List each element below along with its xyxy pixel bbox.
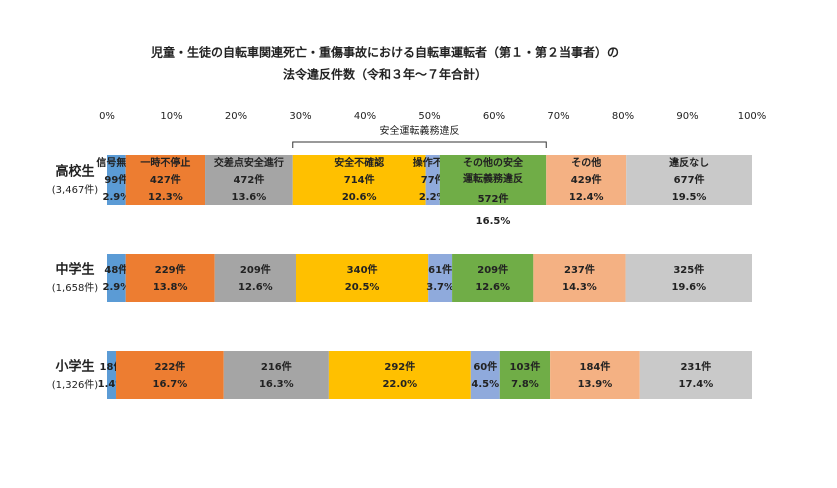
count-label: 429件	[571, 173, 602, 186]
bar-segment	[428, 254, 453, 302]
count-label: 77件	[421, 173, 445, 186]
x-tick-label: 70%	[547, 111, 569, 122]
value-label: 14.3%	[562, 282, 597, 293]
count-label: 714件	[344, 173, 375, 186]
value-label: 12.6%	[238, 282, 273, 293]
x-tick-label: 30%	[289, 111, 311, 122]
category-label: 中学生	[55, 262, 94, 278]
value-label: 4.5%	[471, 379, 499, 390]
chart-title: 児童・生徒の自転車関連死亡・重傷事故における自転車運転者（第１・第２当事者）の	[150, 45, 619, 60]
bar-segment	[125, 254, 215, 302]
count-label: 325件	[673, 263, 704, 276]
bar-segment	[533, 254, 626, 302]
count-label: 184件	[580, 360, 611, 373]
value-label: 16.5%	[476, 216, 511, 227]
count-label: 229件	[155, 263, 186, 276]
bar-segment	[125, 155, 206, 205]
x-tick-label: 10%	[160, 111, 182, 122]
value-label: 17.4%	[679, 379, 714, 390]
category-total: (1,326件)	[52, 379, 99, 391]
count-label: 472件	[233, 173, 264, 186]
bar-segment	[223, 351, 329, 399]
count-label: 48件	[104, 263, 128, 276]
value-label: 1.4%	[98, 379, 126, 390]
value-label: 20.5%	[345, 282, 380, 293]
bar-segment	[107, 351, 117, 399]
category-total: (3,467件)	[52, 184, 99, 196]
count-label: 237件	[564, 263, 595, 276]
bar-segment	[439, 155, 547, 205]
value-label: 3.7%	[426, 282, 454, 293]
series-label: 交差点安全進行	[214, 156, 284, 169]
value-label: 16.3%	[259, 379, 294, 390]
series-label: 違反なし	[669, 156, 709, 169]
category-label: 小学生	[55, 359, 94, 375]
value-label: 2.9%	[102, 192, 130, 203]
bar-segment	[107, 254, 126, 302]
value-label: 19.5%	[672, 192, 707, 203]
count-label: 209件	[477, 263, 508, 276]
count-label: 231件	[680, 360, 711, 373]
count-label: 99件	[104, 173, 128, 186]
bar-segment	[499, 351, 551, 399]
x-tick-label: 90%	[676, 111, 698, 122]
category-label: 高校生	[55, 164, 94, 180]
bar-segment	[295, 254, 429, 302]
x-tick-label: 0%	[99, 111, 115, 122]
bar-segment	[546, 155, 627, 205]
value-label: 12.4%	[569, 192, 604, 203]
count-label: 572件	[478, 192, 509, 205]
series-label: 安全不確認	[334, 156, 384, 169]
x-tick-label: 60%	[483, 111, 505, 122]
x-tick-label: 40%	[354, 111, 376, 122]
bar-segment	[470, 351, 500, 399]
value-label: 22.0%	[382, 379, 417, 390]
value-label: 13.8%	[153, 282, 188, 293]
x-tick-label: 50%	[418, 111, 440, 122]
series-label: その他の安全運転義務違反	[463, 156, 524, 185]
x-tick-label: 80%	[612, 111, 634, 122]
bar-segment	[639, 351, 752, 399]
count-label: 292件	[384, 360, 415, 373]
value-label: 19.6%	[671, 282, 706, 293]
annotation: 安全運転義務違反	[380, 124, 460, 137]
bar-segment	[626, 155, 752, 205]
x-tick-label: 100%	[738, 111, 767, 122]
value-label: 2.9%	[102, 282, 130, 293]
value-label: 2.2%	[419, 192, 447, 203]
value-label: 16.7%	[153, 379, 188, 390]
count-label: 427件	[150, 173, 181, 186]
x-tick-label: 20%	[225, 111, 247, 122]
bar-segment	[292, 155, 426, 205]
bar-segment	[214, 254, 296, 302]
bar-segment	[625, 254, 752, 302]
series-label: その他	[571, 156, 601, 169]
count-label: 61件	[428, 263, 452, 276]
bar-segment	[452, 254, 534, 302]
value-label: 20.6%	[342, 192, 377, 203]
count-label: 103件	[510, 360, 541, 373]
category-total: (1,658件)	[52, 282, 99, 294]
bracket	[292, 141, 547, 148]
bar-segment	[107, 155, 126, 205]
series-label: 一時不停止	[140, 156, 190, 169]
bar-segment	[116, 351, 224, 399]
value-label: 13.6%	[232, 192, 267, 203]
count-label: 209件	[240, 263, 271, 276]
value-label: 12.3%	[148, 192, 183, 203]
count-label: 60件	[473, 360, 497, 373]
value-label: 7.8%	[511, 379, 539, 390]
bar-segment	[425, 155, 440, 205]
chart-title: 法令違反件数（令和３年～７年合計）	[283, 67, 487, 82]
count-label: 216件	[261, 360, 292, 373]
bar-segment	[328, 351, 471, 399]
bar-segment	[205, 155, 293, 205]
bar-segment	[550, 351, 640, 399]
value-label: 12.6%	[475, 282, 510, 293]
value-label: 13.9%	[578, 379, 613, 390]
count-label: 677件	[674, 173, 705, 186]
count-label: 222件	[154, 360, 185, 373]
count-label: 340件	[347, 263, 378, 276]
